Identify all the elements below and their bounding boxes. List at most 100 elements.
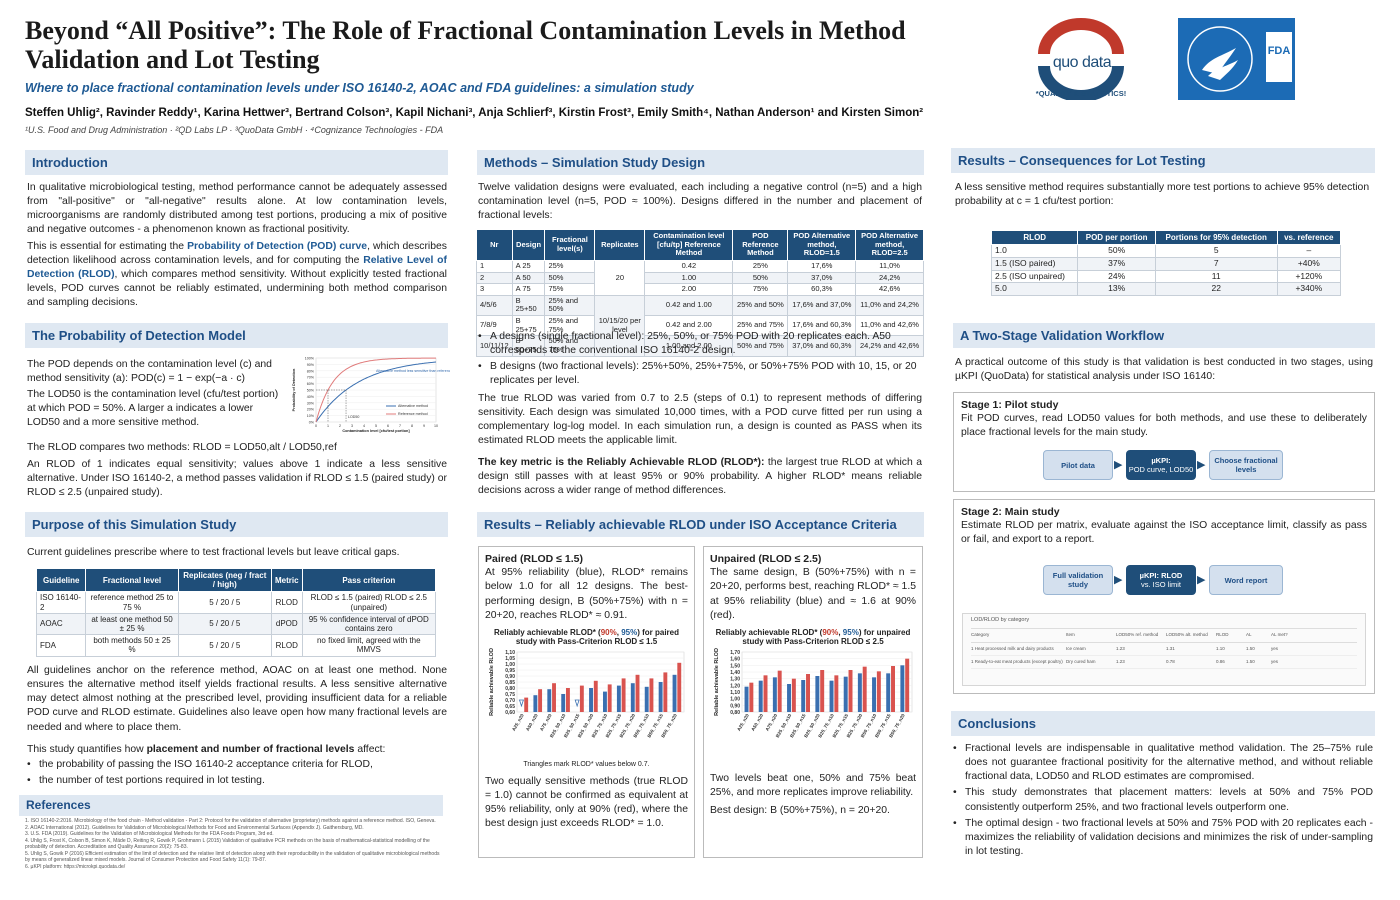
table-cell: 2.00 (644, 283, 734, 296)
table-cell: 5 (1154, 244, 1278, 258)
y-tick-label: 1,60 (730, 657, 740, 663)
x-tick-label: 6 (387, 424, 389, 428)
table-cell: 0.42 and 1.00 (644, 294, 734, 317)
screenshot-cell: Dry cured ham (1066, 658, 1096, 664)
bar-95-B25_75_n10 (603, 691, 607, 713)
lot-testing-intro: A less sensitive method requires substan… (955, 182, 1370, 208)
purpose-paragraph-2: This study quantifies how placement and … (27, 743, 447, 790)
lot-testing-heading: Results – Consequences for Lot Testing (951, 148, 1375, 173)
guideline-col-header-4: Pass criterion (301, 567, 437, 593)
bar-90-B25_50_n20 (820, 670, 825, 713)
bar-90-A50_n20 (763, 675, 768, 713)
guideline-col-header-1: Fractional level (85, 567, 179, 593)
bar-90-B25_50_n10 (565, 688, 570, 713)
table-cell: 75% (544, 283, 596, 296)
bar-90-B25_75_n15 (621, 678, 626, 713)
intro-paragraph-2: This is essential for estimating the Pro… (27, 240, 447, 309)
table-cell: 5 / 20 / 5 (177, 591, 273, 614)
table-cell: A 25 (511, 259, 546, 273)
choose-levels-box: Choose fractional levels (1209, 450, 1283, 480)
x-tick-label: A50_n20 (525, 713, 539, 732)
full-validation-box: Full validation study (1043, 565, 1113, 595)
pilot-data-box: Pilot data (1043, 450, 1113, 480)
methods-bullets: A designs (single fractional level): 25%… (478, 330, 922, 391)
table-cell: 50% (1077, 244, 1156, 258)
bar-90-B50_75_n10 (876, 671, 881, 713)
bar-90-A75_n20 (552, 683, 556, 713)
lot-col-header-3: vs. reference (1276, 229, 1342, 246)
conclusion-bullet-2: This study demonstrates that placement m… (953, 786, 1373, 814)
table-cell: 11,0% and 24,2% (855, 294, 924, 317)
bar-90-A25_n20 (749, 682, 754, 713)
screenshot-cell: yes (1271, 645, 1279, 651)
table-cell: 5.0 (990, 282, 1079, 297)
bar-95-B50_75_n20 (900, 665, 905, 713)
mukpi-pod-box: µKPI: POD curve, LOD50 (1126, 450, 1196, 480)
bar-95-A75_n20 (772, 677, 777, 713)
purpose-intro: Current guidelines prescribe where to te… (27, 547, 400, 558)
bar-95-A50_n20 (533, 695, 538, 713)
pod-text-1: The POD depends on the contamination lev… (27, 359, 272, 385)
y-tick-label: 0,90 (730, 703, 740, 709)
guideline-col-header-0: Guideline (35, 567, 87, 593)
y-tick-label: 90% (307, 363, 315, 367)
table-row: 1.5 (ISO paired) 37% 7 +40% (990, 256, 1342, 271)
bar-90-B50_75_n20 (905, 658, 910, 713)
table-cell: 42,6% (855, 283, 924, 296)
conclusions-list: Fractional levels are indispensable in q… (953, 742, 1373, 861)
bar-90-A25_n20 (524, 697, 529, 713)
y-tick-label: 30% (307, 401, 315, 405)
lot-col-header-1: POD per portion (1077, 229, 1156, 246)
bar-90-B25_50_n15 (579, 685, 584, 713)
y-axis-label: Reliable achievable RLOD (714, 648, 720, 716)
x-tick-label: 5 (375, 424, 377, 428)
y-tick-label: 80% (307, 369, 315, 373)
y-tick-label: 50% (307, 389, 315, 393)
lot-col-header-2: Portions for 95% detection (1154, 229, 1278, 246)
table-cell: 95 % confidence interval of dPOD contain… (301, 612, 437, 636)
paired-text-2: Two equally sensitive methods (true RLOD… (485, 775, 688, 829)
y-tick-label: 0% (309, 421, 315, 425)
y-tick-label: 1,10 (505, 650, 515, 656)
table-cell: 7 (1154, 256, 1278, 271)
bar-95-A25_n20 (744, 686, 749, 713)
table-cell: 60,3% (787, 283, 857, 296)
table-cell: at least one method 50 ± 25 % (85, 612, 179, 636)
y-tick-label: 0,85 (505, 680, 515, 686)
pod-curve-figure: 100% 90% 80% 70% 60% 50% 40% 30% 20% 10% 0%0 1 2 3 4 5 6… (292, 357, 450, 434)
x-axis-label: Contamination level [cfu/test portion] (342, 429, 410, 433)
y-tick-label: 1,00 (730, 697, 740, 703)
screenshot-cell: 1 Heat processed milk and dairy products (971, 645, 1054, 651)
screenshot-cell: 1 Ready-to-eat meat products (except pou… (971, 658, 1063, 664)
bar-95-B25_75_n20 (630, 683, 635, 713)
table-cell: 22 (1154, 282, 1278, 297)
paired-chart-title: Reliably achievable RLOD* (90%, 95%) for… (494, 627, 679, 647)
y-tick-label: 1,40 (730, 670, 740, 676)
table-row: FDA both methods 50 ± 25 % 5 / 20 / 5 RLOD n… (35, 634, 437, 657)
table-cell: dPOD (271, 612, 303, 636)
screenshot-cell: yes (1271, 658, 1279, 664)
table-cell: RLOD (271, 591, 303, 614)
y-tick-label: 20% (307, 408, 315, 412)
series-line-alternative (315, 361, 437, 423)
bar-90-B50_75_n15 (891, 666, 895, 713)
table-row: 1.0 50% 5– (990, 244, 1342, 258)
poster-subtitle: Where to place fractional contamination … (25, 81, 694, 95)
table-cell: +40% (1276, 256, 1342, 271)
bar-95-B25_75_n20 (857, 673, 862, 713)
screenshot-col: Item (1066, 632, 1075, 638)
y-tick-label: 1,05 (505, 656, 515, 662)
x-tick-label: 7 (399, 424, 401, 428)
table-cell: 37% (1077, 256, 1156, 271)
screenshot-row: 1 Ready-to-eat meat products (except pou… (971, 656, 1357, 669)
bar-90-B25_50_n15 (806, 674, 810, 713)
y-tick-label: 0,60 (505, 710, 515, 716)
design-col-header-7: POD Alternative method, RLOD=2.5 (855, 229, 924, 261)
screenshot-cell: 1.31 (1166, 645, 1175, 651)
table-cell: 37,0% (787, 271, 857, 285)
bar-95-B25_75_n15 (616, 685, 621, 713)
reference-item: 4. Uhlig S, Frost K, Colson B, Simon K, … (25, 837, 430, 851)
stage-1-title: Stage 1: Pilot study (961, 399, 1059, 411)
x-tick-label: 9 (423, 424, 425, 428)
bar-90-A50_n20 (538, 689, 543, 713)
